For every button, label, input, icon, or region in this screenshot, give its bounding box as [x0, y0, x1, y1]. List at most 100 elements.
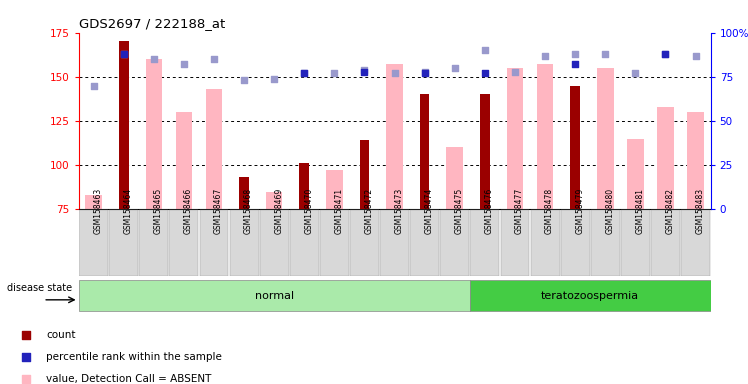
- Text: GDS2697 / 222188_at: GDS2697 / 222188_at: [79, 17, 225, 30]
- Bar: [119, 41, 129, 209]
- Point: [660, 51, 672, 57]
- Bar: [206, 89, 222, 209]
- Point: [358, 67, 370, 73]
- Text: count: count: [46, 329, 76, 339]
- Bar: [326, 170, 343, 209]
- Text: GSM158477: GSM158477: [515, 188, 524, 234]
- FancyBboxPatch shape: [260, 210, 289, 276]
- Bar: [597, 68, 613, 209]
- Point: [208, 56, 220, 62]
- Text: normal: normal: [254, 291, 294, 301]
- Text: GSM158476: GSM158476: [485, 188, 494, 234]
- Bar: [176, 112, 192, 209]
- Point: [479, 47, 491, 53]
- Text: GSM158463: GSM158463: [94, 188, 102, 234]
- Point: [269, 76, 280, 82]
- Bar: [447, 147, 463, 209]
- Text: disease state: disease state: [7, 283, 73, 293]
- Point: [88, 83, 99, 89]
- Point: [335, 304, 347, 310]
- Bar: [239, 177, 249, 209]
- Point: [358, 68, 370, 74]
- FancyBboxPatch shape: [530, 210, 560, 276]
- Text: GSM158471: GSM158471: [334, 188, 343, 234]
- FancyBboxPatch shape: [200, 210, 228, 276]
- Bar: [146, 59, 162, 209]
- Point: [690, 53, 702, 59]
- Text: GSM158466: GSM158466: [184, 188, 193, 234]
- FancyBboxPatch shape: [561, 210, 589, 276]
- Text: GSM158467: GSM158467: [214, 188, 223, 234]
- Point: [660, 51, 672, 57]
- Point: [539, 53, 551, 59]
- Point: [238, 77, 250, 83]
- FancyBboxPatch shape: [470, 210, 500, 276]
- Point: [629, 70, 641, 76]
- Point: [117, 51, 129, 57]
- FancyBboxPatch shape: [139, 210, 168, 276]
- Bar: [537, 65, 554, 209]
- Bar: [85, 195, 102, 209]
- Bar: [360, 141, 370, 209]
- Point: [178, 61, 190, 68]
- FancyBboxPatch shape: [289, 210, 319, 276]
- Bar: [657, 107, 674, 209]
- FancyBboxPatch shape: [350, 210, 379, 276]
- Bar: [266, 192, 283, 209]
- Point: [148, 56, 160, 62]
- Point: [449, 65, 461, 71]
- Bar: [570, 86, 580, 209]
- Text: percentile rank within the sample: percentile rank within the sample: [46, 352, 222, 362]
- FancyBboxPatch shape: [380, 210, 409, 276]
- Point: [479, 70, 491, 76]
- FancyBboxPatch shape: [500, 210, 530, 276]
- Bar: [687, 112, 704, 209]
- FancyBboxPatch shape: [170, 210, 198, 276]
- Point: [389, 70, 401, 76]
- Text: GSM158480: GSM158480: [605, 188, 614, 234]
- FancyBboxPatch shape: [410, 210, 439, 276]
- FancyBboxPatch shape: [320, 210, 349, 276]
- Point: [509, 68, 521, 74]
- Point: [328, 70, 340, 76]
- Point: [335, 103, 347, 109]
- Text: GSM158474: GSM158474: [425, 188, 434, 234]
- FancyBboxPatch shape: [79, 280, 470, 311]
- Text: GSM158468: GSM158468: [244, 188, 253, 234]
- Text: value, Detection Call = ABSENT: value, Detection Call = ABSENT: [46, 374, 212, 384]
- FancyBboxPatch shape: [651, 210, 680, 276]
- FancyBboxPatch shape: [109, 210, 138, 276]
- Point: [419, 68, 431, 74]
- Text: GSM158481: GSM158481: [635, 188, 644, 234]
- Text: GSM158475: GSM158475: [455, 188, 464, 234]
- Bar: [480, 94, 490, 209]
- FancyBboxPatch shape: [591, 210, 619, 276]
- Text: GSM158483: GSM158483: [696, 188, 705, 234]
- Point: [419, 70, 431, 76]
- Point: [298, 70, 310, 76]
- Bar: [506, 68, 524, 209]
- Text: GSM158469: GSM158469: [275, 188, 283, 234]
- FancyBboxPatch shape: [681, 210, 710, 276]
- FancyBboxPatch shape: [230, 210, 259, 276]
- Text: GSM158465: GSM158465: [154, 188, 163, 234]
- Text: GSM158473: GSM158473: [395, 188, 404, 234]
- Bar: [420, 94, 429, 209]
- FancyBboxPatch shape: [79, 210, 108, 276]
- Point: [599, 51, 611, 57]
- FancyBboxPatch shape: [621, 210, 650, 276]
- Bar: [299, 163, 309, 209]
- Text: GSM158464: GSM158464: [123, 188, 132, 234]
- Point: [569, 51, 581, 57]
- Text: GSM158482: GSM158482: [666, 188, 675, 234]
- Text: GSM158478: GSM158478: [545, 188, 554, 234]
- FancyBboxPatch shape: [470, 280, 711, 311]
- Text: GSM158470: GSM158470: [304, 188, 313, 234]
- Text: GSM158472: GSM158472: [364, 188, 373, 234]
- Point: [569, 61, 581, 68]
- Point: [298, 70, 310, 76]
- Bar: [386, 65, 403, 209]
- Text: teratozoospermia: teratozoospermia: [541, 291, 640, 301]
- FancyBboxPatch shape: [441, 210, 469, 276]
- Point: [117, 51, 129, 57]
